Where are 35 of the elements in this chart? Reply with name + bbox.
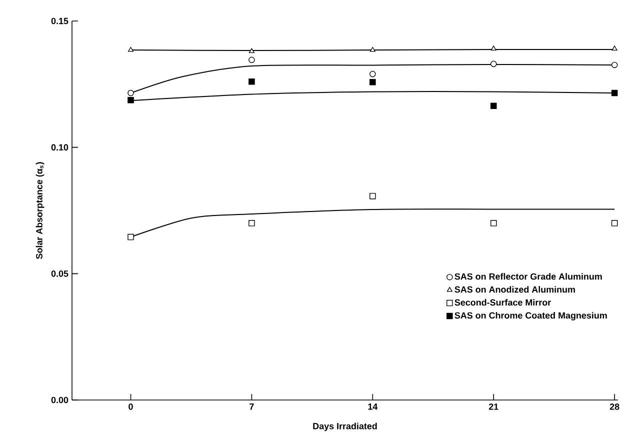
point <box>611 90 618 96</box>
point <box>128 46 134 52</box>
point <box>370 46 376 52</box>
legend-label: SAS on Chrome Coated Magnesium <box>454 312 607 320</box>
point <box>248 78 255 85</box>
point <box>128 234 134 240</box>
point <box>611 62 618 68</box>
y-axis-title: Solar Absorptance (α$_{s}$) <box>36 162 44 259</box>
point <box>370 70 376 78</box>
y-tick-label: 0.00 <box>51 396 68 404</box>
point <box>490 46 496 51</box>
legend-label: SAS on Anodized Aluminum <box>454 286 575 293</box>
point <box>128 90 134 96</box>
x-tick-label: 14 <box>368 404 378 410</box>
x-tick-label: 28 <box>610 404 620 410</box>
point <box>248 56 255 64</box>
point <box>248 48 254 54</box>
x-axis-title: Days Irradiated <box>313 422 377 432</box>
legend-label: SAS on Reflector Grade Aluminum <box>454 273 602 280</box>
y-tick-label: 0.10 <box>51 144 68 151</box>
legend-label: Second-Surface Mirror <box>454 299 551 306</box>
point <box>490 102 497 110</box>
y-tick-label: 0.05 <box>51 270 68 277</box>
point <box>611 220 618 226</box>
point <box>128 96 134 104</box>
point <box>248 220 255 226</box>
point <box>370 192 376 200</box>
point <box>490 220 497 226</box>
x-tick-label: 21 <box>488 404 498 410</box>
point <box>612 46 618 51</box>
x-tick-label: 0 <box>128 404 133 410</box>
point <box>370 79 376 86</box>
x-tick-label: 7 <box>250 404 254 410</box>
point <box>490 60 497 68</box>
y-tick-label: 0.15 <box>51 18 68 24</box>
